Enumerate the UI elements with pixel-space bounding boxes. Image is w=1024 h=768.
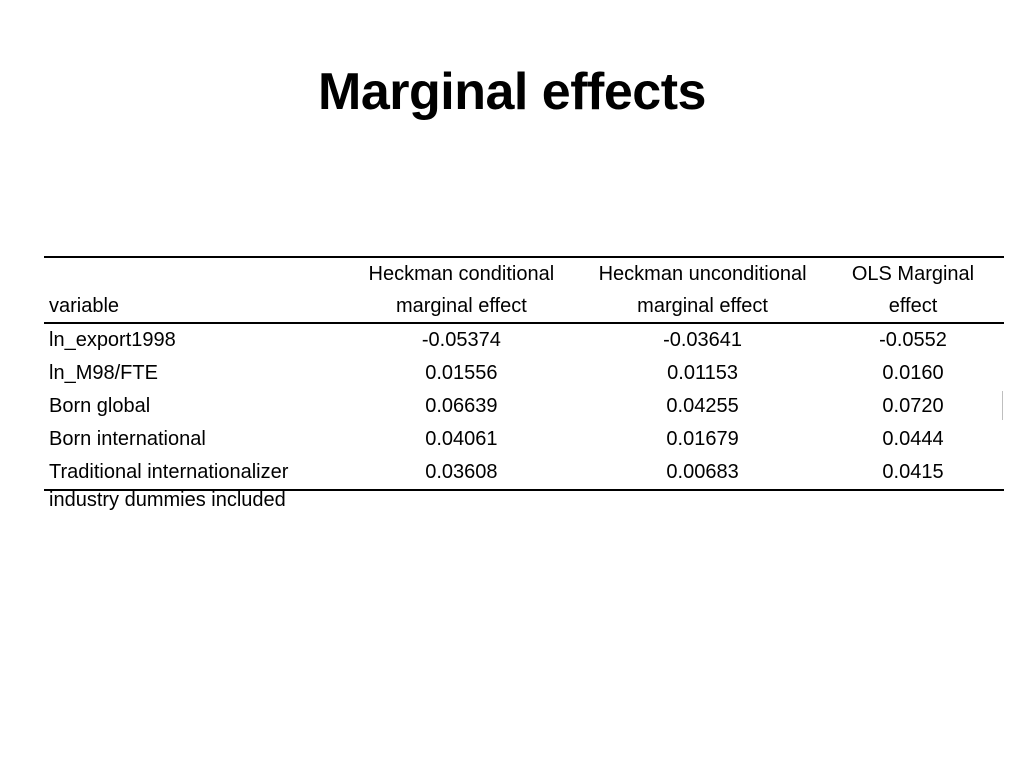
header-heckman-unconditional-line1: Heckman unconditional [598, 263, 807, 285]
cell-heckman-conditional: -0.05374 [421, 329, 501, 351]
table-row: Traditional internationalizer 0.03608 0.… [44, 456, 1004, 490]
header-ols: OLS Marginal effect [822, 257, 1004, 323]
table-row: ln_M98/FTE 0.01556 0.01153 0.0160 [44, 357, 1004, 390]
cell-variable: ln_export1998 [49, 329, 176, 351]
cell-ols: -0.0552 [879, 329, 947, 351]
marginal-effects-table: variable Heckman conditional marginal ef… [44, 256, 1004, 491]
cell-variable: Traditional internationalizer [49, 461, 289, 483]
header-ols-line1: OLS Marginal [851, 263, 975, 285]
table-footnote: industry dummies included [49, 489, 286, 511]
cell-ols: 0.0444 [882, 428, 944, 450]
cell-variable: Born global [49, 395, 151, 417]
table-row: Born international 0.04061 0.01679 0.044… [44, 423, 1004, 456]
cell-heckman-unconditional: -0.03641 [663, 329, 743, 351]
cell-heckman-unconditional: 0.01679 [666, 428, 739, 450]
cell-heckman-conditional: 0.06639 [425, 395, 498, 417]
table-header-row: variable Heckman conditional marginal ef… [44, 257, 1004, 323]
header-heckman-unconditional-line2: marginal effect [637, 295, 768, 317]
cell-edge-divider [1002, 391, 1003, 420]
cell-heckman-unconditional: 0.01153 [667, 362, 738, 384]
cell-heckman-unconditional: 0.00683 [666, 461, 739, 483]
cell-variable: Born international [49, 428, 206, 450]
slide-title: Marginal effects [318, 63, 706, 121]
header-heckman-conditional-line2: marginal effect [395, 295, 527, 317]
header-variable: variable [49, 295, 120, 317]
table-row: ln_export1998 -0.05374 -0.03641 -0.0552 [44, 323, 1004, 357]
cell-ols: 0.0720 [882, 395, 944, 417]
table-row: Born global 0.06639 0.04255 0.0720 [44, 390, 1004, 423]
header-ols-line2: effect [888, 295, 938, 317]
cell-ols: 0.0415 [882, 461, 944, 483]
cell-heckman-conditional: 0.03608 [425, 461, 498, 483]
cell-heckman-conditional: 0.01556 [425, 362, 498, 384]
header-heckman-conditional: Heckman conditional marginal effect [340, 257, 584, 323]
cell-heckman-conditional: 0.04061 [425, 428, 498, 450]
cell-ols: 0.0160 [882, 362, 944, 384]
header-heckman-unconditional: Heckman unconditional marginal effect [583, 257, 822, 323]
header-heckman-conditional-line1: Heckman conditional [368, 263, 555, 285]
cell-heckman-unconditional: 0.04255 [666, 395, 739, 417]
cell-variable: ln_M98/FTE [49, 362, 158, 384]
